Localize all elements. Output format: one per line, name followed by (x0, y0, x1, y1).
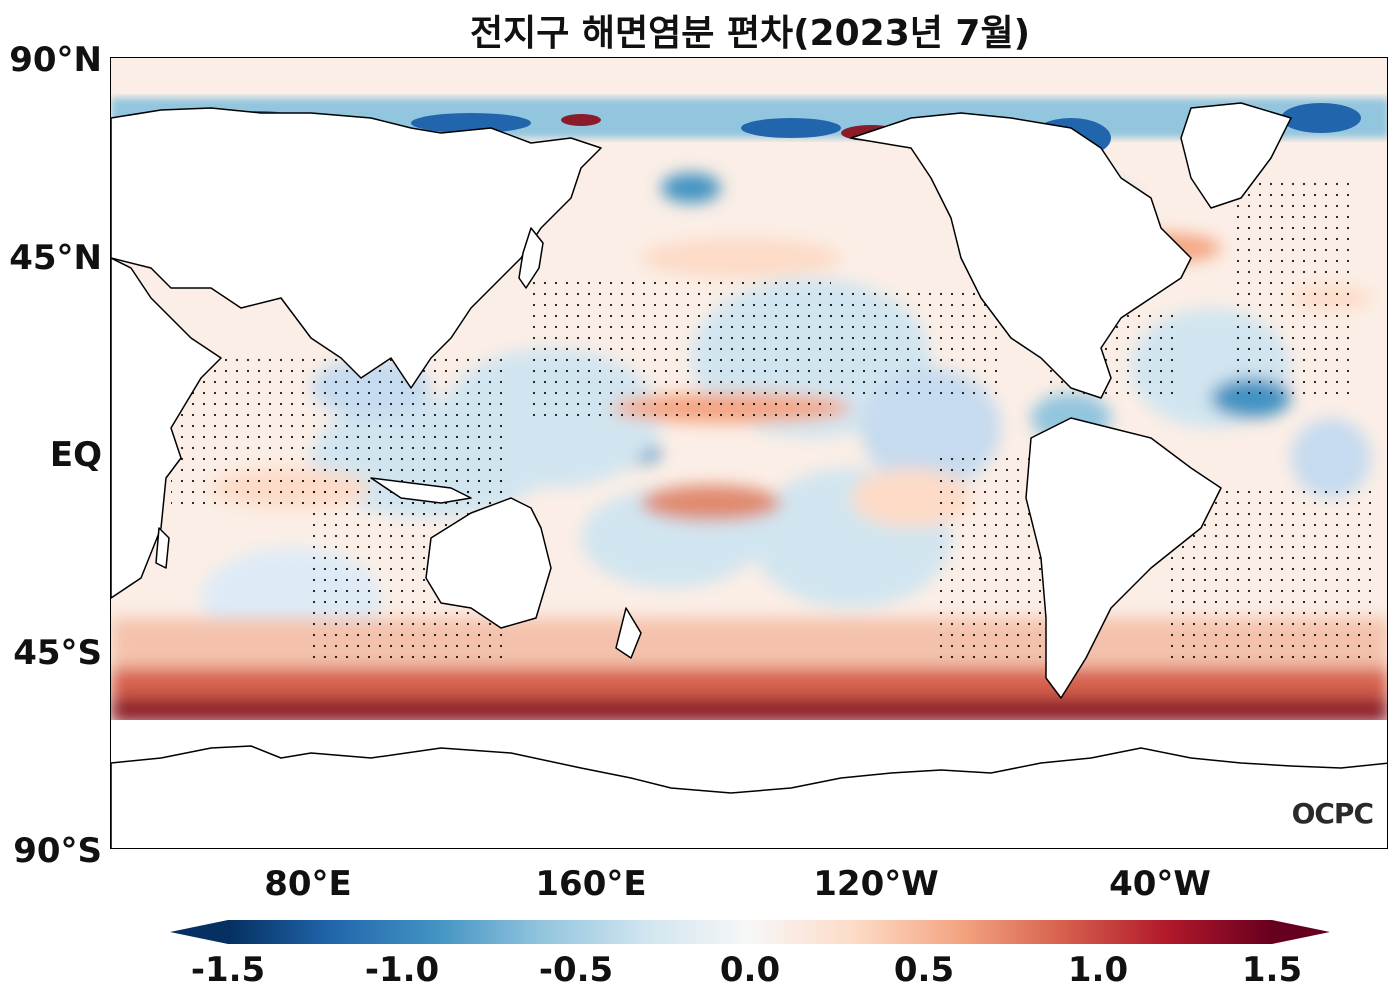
colorbar-tick: 1.5 (1241, 950, 1303, 990)
madagascar (155, 527, 170, 569)
colorbar-tick: -0.5 (538, 950, 614, 990)
colorbar-low-extend (170, 920, 228, 944)
indonesia (370, 477, 472, 504)
land (111, 102, 1387, 848)
antarctica (111, 745, 1387, 848)
lon-label-80e: 80°E (264, 864, 352, 904)
lon-label-160e: 160°E (535, 864, 647, 904)
colorbar-tick: -1.0 (364, 950, 440, 990)
australia (425, 497, 552, 629)
new-zealand (615, 607, 642, 659)
colorbar-high-extend (1272, 920, 1330, 944)
map-title: 전지구 해면염분 편차(2023년 7월) (469, 13, 1031, 54)
north-america (850, 112, 1192, 399)
lat-label-90n: 90°N (9, 40, 102, 80)
south-america (1025, 417, 1222, 699)
lat-label-45n: 45°N (9, 238, 102, 278)
colorbar-tick: -1.5 (190, 950, 266, 990)
lat-label-eq: EQ (49, 435, 102, 475)
eurasia (111, 107, 602, 389)
japan (518, 227, 544, 289)
lon-label-120w: 120°W (813, 864, 939, 904)
salinity-anomaly-map: OCPC (110, 57, 1388, 849)
ocpc-logo: OCPC (1291, 797, 1374, 830)
africa (111, 257, 222, 599)
colorbar-tick: 0.5 (893, 950, 955, 990)
colorbar (170, 920, 1330, 944)
colorbar-tick: 1.0 (1067, 950, 1129, 990)
lat-label-90s: 90°S (13, 831, 102, 871)
lon-label-40w: 40°W (1109, 864, 1211, 904)
colorbar-gradient (228, 920, 1272, 944)
colorbar-tick: 0.0 (719, 950, 781, 990)
lat-label-45s: 45°S (13, 633, 102, 673)
greenland (1180, 102, 1292, 209)
